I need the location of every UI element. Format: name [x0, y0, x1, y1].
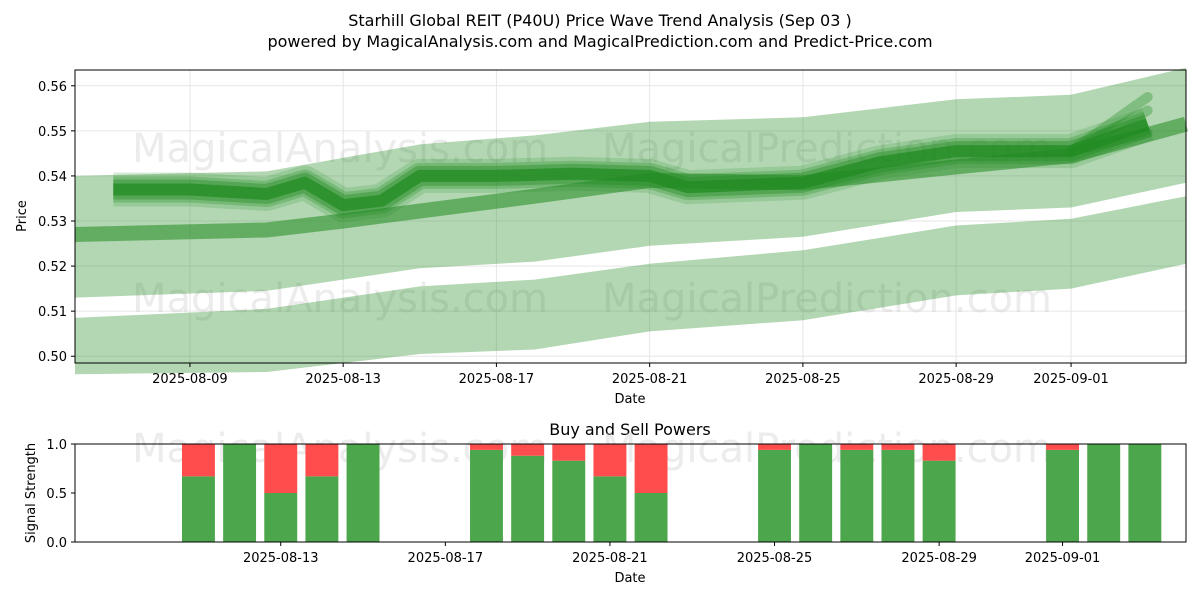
signal-chart-title: Buy and Sell Powers — [549, 420, 711, 439]
sell-power-bar — [840, 444, 874, 450]
sell-power-bar — [305, 444, 339, 477]
y-tick-label: 0.5 — [46, 487, 67, 502]
price-watermarks: MagicalAnalysis.com MagicalPrediction.co… — [132, 126, 1052, 322]
projection-strand — [1066, 128, 1153, 157]
x-tick-label: 2025-08-25 — [765, 372, 841, 387]
projection-strand — [1066, 105, 1153, 157]
y-tick-label: 0.51 — [38, 305, 67, 320]
x-tick-label: 2025-09-01 — [1033, 372, 1109, 387]
buy-power-bar — [593, 476, 627, 542]
y-tick-label: 0.54 — [38, 170, 67, 185]
sell-power-bar — [181, 444, 215, 477]
y-tick-label: 0.53 — [38, 215, 67, 230]
chart-subtitle: powered by MagicalAnalysis.com and Magic… — [267, 32, 932, 51]
sell-power-bar — [470, 444, 503, 450]
x-tick-label: 2025-08-09 — [152, 372, 228, 387]
buy-power-bar — [346, 444, 380, 542]
lower-wave-band — [75, 196, 1186, 375]
price-wave-line — [113, 118, 1150, 212]
x-tick-label: 2025-08-29 — [918, 372, 994, 387]
buy-power-bar — [1128, 444, 1162, 542]
y-tick-label: 0.52 — [38, 260, 67, 275]
sell-power-bar — [634, 444, 668, 493]
buy-power-bar — [922, 460, 956, 542]
buy-power-bar — [634, 493, 668, 542]
price-y-label: Price — [15, 200, 30, 232]
x-tick-label: 2025-08-21 — [612, 372, 688, 387]
x-tick-label: 2025-08-17 — [408, 551, 484, 566]
y-tick-label: 0.50 — [38, 350, 67, 365]
price-series — [74, 67, 1188, 375]
y-tick-label: 0.55 — [38, 125, 67, 140]
signal-x-ticks: 2025-08-13 2025-08-17 2025-08-21 2025-08-25… — [243, 542, 1100, 566]
signal-y-label: Signal Strength — [24, 443, 39, 543]
buy-power-bar — [799, 444, 833, 542]
x-tick-label: 2025-09-01 — [1025, 551, 1101, 566]
x-tick-label: 2025-08-13 — [305, 372, 381, 387]
sell-power-bar — [264, 444, 298, 493]
buy-power-bar — [552, 460, 586, 542]
y-tick-label: 0.56 — [38, 80, 67, 95]
buy-power-bar — [758, 449, 791, 542]
watermark-text: MagicalPrediction.com — [602, 276, 1052, 322]
price-grid — [75, 70, 1186, 363]
buy-power-bar — [223, 444, 257, 542]
x-tick-label: 2025-08-21 — [572, 551, 648, 566]
x-tick-label: 2025-08-17 — [459, 372, 535, 387]
x-tick-label: 2025-08-29 — [901, 551, 977, 566]
price-y-ticks: 0.50 0.51 0.52 0.53 0.54 0.55 0.56 — [38, 80, 75, 365]
projection-strand — [1066, 92, 1153, 157]
watermark-text: MagicalAnalysis.com — [132, 126, 548, 172]
price-x-label: Date — [614, 392, 645, 407]
buy-power-bar — [305, 476, 339, 542]
sell-power-bar — [881, 444, 915, 450]
sell-power-bar — [511, 444, 545, 456]
watermark-text: MagicalAnalysis.com — [132, 276, 548, 322]
buy-power-bar — [840, 449, 874, 542]
sell-power-bar — [758, 444, 791, 450]
price-plot-frame — [74, 69, 1187, 364]
sell-power-bar — [922, 444, 956, 461]
sell-power-bar — [552, 444, 586, 461]
sell-power-bar — [1046, 444, 1080, 450]
buy-power-bar — [264, 493, 298, 542]
y-tick-label: 0.0 — [46, 536, 67, 551]
signal-y-ticks: 0.0 0.5 1.0 — [46, 438, 75, 551]
buy-power-bar — [1046, 449, 1080, 542]
x-tick-label: 2025-08-13 — [243, 551, 319, 566]
sell-power-bar — [593, 444, 627, 477]
buy-power-bar — [470, 449, 503, 542]
price-x-ticks: 2025-08-09 2025-08-13 2025-08-17 2025-08-21… — [152, 363, 1109, 387]
buy-power-bar — [881, 449, 915, 542]
buy-power-bar — [1087, 444, 1121, 542]
buy-power-bar — [181, 476, 215, 542]
signal-bars — [181, 444, 1162, 542]
buy-power-bar — [511, 455, 545, 542]
chart-title: Starhill Global REIT (P40U) Price Wave T… — [348, 11, 851, 30]
x-tick-label: 2025-08-25 — [737, 551, 813, 566]
y-tick-label: 1.0 — [46, 438, 67, 453]
signal-x-label: Date — [614, 571, 645, 586]
